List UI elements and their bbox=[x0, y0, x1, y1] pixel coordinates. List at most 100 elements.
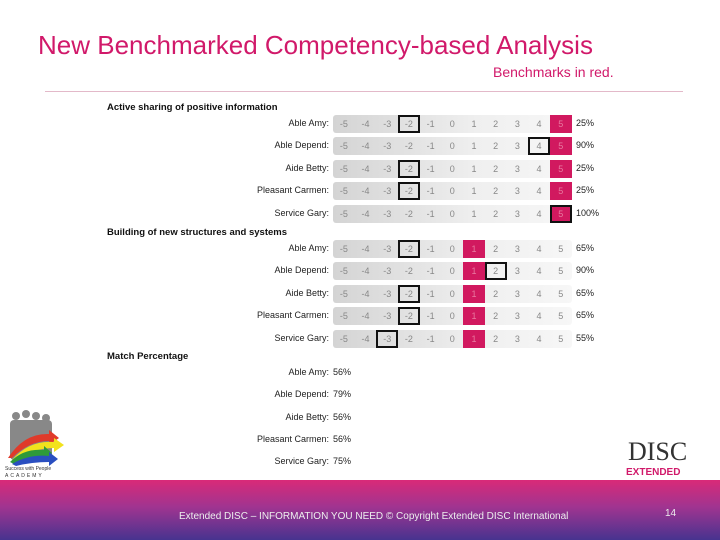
person-name: Able Depend: bbox=[274, 389, 329, 400]
scale-cell: -1 bbox=[426, 311, 435, 322]
scale-cell: 2 bbox=[493, 288, 499, 299]
section-title: Active sharing of positive information bbox=[107, 102, 278, 113]
scale-cell: 0 bbox=[449, 333, 455, 344]
scale-cell: -3 bbox=[383, 311, 392, 322]
person-name: Aide Betty: bbox=[285, 287, 329, 298]
scale-cell: -1 bbox=[426, 244, 435, 254]
score-scale: -5 -4 -3 -2 -1 0 1 2 3 4 5 bbox=[333, 262, 572, 281]
scale-cell: 2 bbox=[493, 141, 499, 152]
selected-cell: -2 bbox=[398, 159, 420, 178]
score-scale: -5 -4 -3 -2 -1 0 1 2 3 4 5 bbox=[333, 159, 572, 178]
scale-cell: -3 bbox=[383, 244, 392, 254]
divider bbox=[45, 91, 683, 92]
scale-cell: 2 bbox=[493, 186, 499, 197]
match-percent: 65% bbox=[576, 310, 595, 321]
scale-cell: 1 bbox=[471, 186, 477, 197]
scale-cell: -5 bbox=[339, 186, 348, 197]
scale-cell: -3 bbox=[383, 141, 392, 152]
scale-cell: -5 bbox=[339, 333, 348, 344]
scale-cell: 4 bbox=[536, 266, 542, 277]
selected-cell: -3 bbox=[376, 329, 399, 348]
scale-cell: -4 bbox=[361, 244, 370, 254]
selected-cell: 2 bbox=[484, 262, 507, 281]
scale-cell: 3 bbox=[514, 288, 520, 299]
scale-cell: -5 bbox=[339, 244, 348, 254]
svg-text:DISC: DISC bbox=[628, 437, 686, 466]
score-scale: -5 -4 -3 -2 -1 0 1 2 3 4 5 bbox=[333, 329, 572, 348]
scale-cell: 1 bbox=[471, 163, 477, 174]
score-row: Able Depend: -5 -4 -3 -2 -1 0 1 2 3 4 5 90% bbox=[0, 262, 720, 281]
scale-cell: -1 bbox=[426, 141, 435, 152]
match-percent: 100% bbox=[576, 207, 600, 218]
match-row: Able Amy: 56% bbox=[0, 364, 720, 382]
benchmark-cell: 5 bbox=[549, 159, 572, 178]
benchmark-cell: 1 bbox=[463, 262, 485, 281]
selected-cell: -2 bbox=[398, 182, 420, 201]
person-name: Able Amy: bbox=[288, 367, 329, 377]
scale-cell: 5 bbox=[558, 266, 564, 277]
footer-bar: Extended DISC – INFORMATION YOU NEED © C… bbox=[0, 480, 720, 540]
scale-cell: 4 bbox=[536, 208, 542, 219]
scale-cell: 2 bbox=[493, 333, 499, 344]
scale-cell: 2 bbox=[493, 244, 499, 254]
person-name: Pleasant Carmen: bbox=[256, 433, 329, 444]
scale-cell: 0 bbox=[449, 266, 455, 277]
scale-cell: 0 bbox=[449, 244, 455, 254]
person-name: Able Depend: bbox=[274, 140, 329, 151]
page-title: New Benchmarked Competency-based Analysi… bbox=[38, 30, 593, 60]
scale-cell: 2 bbox=[493, 208, 499, 219]
score-scale: -5 -4 -3 -2 -1 0 1 2 3 4 5 bbox=[333, 115, 572, 133]
scale-cell: -1 bbox=[426, 163, 435, 174]
match-value: 56% bbox=[333, 367, 352, 377]
benchmark-cell: 1 bbox=[463, 240, 485, 258]
scale-cell: -4 bbox=[361, 163, 370, 174]
scale-cell: -4 bbox=[361, 119, 370, 129]
page-subtitle: Benchmarks in red. bbox=[493, 64, 614, 80]
score-scale: -5 -4 -3 -2 -1 0 1 2 3 4 5 bbox=[333, 284, 572, 303]
selected-cell: -2 bbox=[398, 284, 420, 303]
scale-cell: 4 bbox=[536, 244, 542, 254]
scale-cell: -3 bbox=[383, 288, 392, 299]
scale-cell: 2 bbox=[493, 311, 499, 322]
match-row: Able Depend: 79% bbox=[0, 386, 720, 404]
scale-cell: 2 bbox=[493, 163, 499, 174]
score-row: Service Gary: -5 -4 -3 -2 -1 0 1 2 3 4 5 100% bbox=[0, 204, 720, 223]
scale-cell: -3 bbox=[383, 266, 392, 277]
scale-cell: -1 bbox=[426, 119, 435, 129]
person-name: Pleasant Carmen: bbox=[256, 310, 329, 321]
scale-cell: 0 bbox=[449, 141, 455, 152]
scale-cell: 0 bbox=[449, 208, 455, 219]
scale-cell: -3 bbox=[383, 186, 392, 197]
benchmark-cell: 5 bbox=[549, 137, 572, 156]
scale-cell: -3 bbox=[383, 208, 392, 219]
person-name: Aide Betty: bbox=[285, 162, 329, 173]
scale-cell: 3 bbox=[514, 311, 520, 322]
scale-cell: -2 bbox=[404, 141, 413, 152]
scale-cell: 1 bbox=[471, 119, 477, 129]
scale-cell: 4 bbox=[536, 163, 542, 174]
scale-cell: 2 bbox=[493, 119, 499, 129]
score-row: Able Amy: -5 -4 -3 -2 -1 0 1 2 3 4 5 25% bbox=[0, 115, 720, 133]
scale-cell: 4 bbox=[536, 333, 542, 344]
svg-text:Success with People: Success with People bbox=[5, 466, 51, 472]
scale-cell: -5 bbox=[339, 163, 348, 174]
benchmark-cell: 5 bbox=[549, 115, 572, 133]
scale-cell: -5 bbox=[339, 119, 348, 129]
scale-cell: 3 bbox=[514, 186, 520, 197]
scale-cell: -2 bbox=[404, 333, 413, 344]
svg-text:EXTENDED: EXTENDED bbox=[626, 467, 680, 478]
person-name: Aide Betty: bbox=[285, 411, 329, 422]
person-name: Service Gary: bbox=[274, 456, 329, 467]
extended-disc-logo: DISC EXTENDED bbox=[626, 437, 686, 478]
scale-cell: 1 bbox=[471, 208, 477, 219]
scale-cell: -2 bbox=[404, 266, 413, 277]
score-scale: -5 -4 -3 -2 -1 0 1 2 3 4 5 bbox=[333, 137, 572, 156]
benchmark-cell: 1 bbox=[463, 329, 485, 348]
scale-cell: -2 bbox=[404, 208, 413, 219]
scale-cell: 4 bbox=[536, 288, 542, 299]
match-percent: 65% bbox=[576, 243, 595, 253]
scale-cell: 5 bbox=[558, 244, 564, 254]
scale-cell: -3 bbox=[383, 119, 392, 129]
match-percent: 55% bbox=[576, 332, 595, 343]
success-with-people-logo: Success with People ACADEMY bbox=[5, 410, 64, 478]
